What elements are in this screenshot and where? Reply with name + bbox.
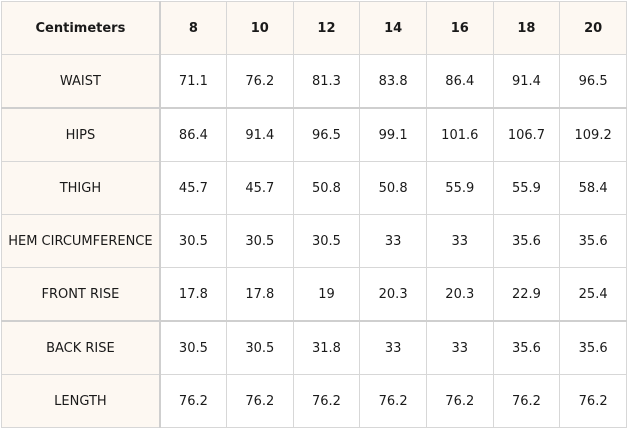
row-label-length: LENGTH (0, 374, 161, 428)
size-header-20: 20 (559, 1, 627, 55)
table-cell: 99.1 (359, 107, 427, 162)
row-label-hem-circumference: HEM CIRCUMFERENCE (0, 214, 161, 268)
size-header-18: 18 (492, 1, 561, 55)
table-cell: 76.2 (359, 374, 427, 428)
table-cell: 35.6 (492, 214, 561, 268)
table-cell: 20.3 (425, 267, 494, 322)
row-label-back-rise: BACK RISE (0, 320, 161, 375)
table-cell: 30.5 (225, 214, 294, 268)
size-header-10: 10 (225, 1, 294, 55)
table-row: LENGTH 76.2 76.2 76.2 76.2 76.2 76.2 76.… (0, 374, 627, 428)
table-cell: 76.2 (292, 374, 361, 428)
table-cell: 35.6 (492, 320, 561, 375)
table-cell: 17.8 (159, 267, 227, 322)
table-row: THIGH 45.7 45.7 50.8 50.8 55.9 55.9 58.4 (0, 161, 627, 215)
table-cell: 76.2 (159, 374, 227, 428)
table-cell: 55.9 (492, 161, 561, 215)
table-cell: 35.6 (559, 320, 627, 375)
table-row: BACK RISE 30.5 30.5 31.8 33 33 35.6 35.6 (0, 320, 627, 375)
table-cell: 30.5 (159, 320, 227, 375)
table-cell: 17.8 (225, 267, 294, 322)
table-cell: 19 (292, 267, 361, 322)
table-cell: 55.9 (425, 161, 494, 215)
header-row: Centimeters 8 10 12 14 16 18 20 (0, 1, 627, 55)
table-row: HEM CIRCUMFERENCE 30.5 30.5 30.5 33 33 3… (0, 214, 627, 268)
table-cell: 58.4 (559, 161, 627, 215)
size-header-12: 12 (292, 1, 361, 55)
table-cell: 96.5 (559, 54, 627, 109)
table-cell: 71.1 (159, 54, 227, 109)
table-row: HIPS 86.4 91.4 96.5 99.1 101.6 106.7 109… (0, 107, 627, 162)
table-cell: 76.2 (425, 374, 494, 428)
corner-header: Centimeters (0, 1, 161, 55)
table-cell: 76.2 (225, 54, 294, 109)
table-cell: 91.4 (492, 54, 561, 109)
table-cell: 25.4 (559, 267, 627, 322)
table-cell: 96.5 (292, 107, 361, 162)
table-cell: 45.7 (159, 161, 227, 215)
table-cell: 30.5 (159, 214, 227, 268)
size-header-8: 8 (159, 1, 227, 55)
table-cell: 22.9 (492, 267, 561, 322)
table-cell: 50.8 (359, 161, 427, 215)
table-cell: 91.4 (225, 107, 294, 162)
table-cell: 76.2 (559, 374, 627, 428)
table-row: FRONT RISE 17.8 17.8 19 20.3 20.3 22.9 2… (0, 267, 627, 322)
table-cell: 33 (359, 214, 427, 268)
row-label-thigh: THIGH (0, 161, 161, 215)
table-cell: 86.4 (425, 54, 494, 109)
table-cell: 35.6 (559, 214, 627, 268)
table-cell: 30.5 (292, 214, 361, 268)
table-cell: 109.2 (559, 107, 627, 162)
table-cell: 31.8 (292, 320, 361, 375)
table-cell: 30.5 (225, 320, 294, 375)
table-row: WAIST 71.1 76.2 81.3 83.8 86.4 91.4 96.5 (0, 54, 627, 109)
table-cell: 86.4 (159, 107, 227, 162)
table-cell: 50.8 (292, 161, 361, 215)
size-header-16: 16 (425, 1, 494, 55)
table-cell: 83.8 (359, 54, 427, 109)
table-cell: 33 (425, 214, 494, 268)
row-label-hips: HIPS (0, 107, 161, 162)
row-label-front-rise: FRONT RISE (0, 267, 161, 322)
table-cell: 33 (425, 320, 494, 375)
table-cell: 101.6 (425, 107, 494, 162)
table-cell: 20.3 (359, 267, 427, 322)
table-cell: 33 (359, 320, 427, 375)
table-cell: 81.3 (292, 54, 361, 109)
table-cell: 106.7 (492, 107, 561, 162)
row-label-waist: WAIST (0, 54, 161, 109)
table-cell: 76.2 (225, 374, 294, 428)
table-cell: 76.2 (492, 374, 561, 428)
size-header-14: 14 (359, 1, 427, 55)
table-cell: 45.7 (225, 161, 294, 215)
